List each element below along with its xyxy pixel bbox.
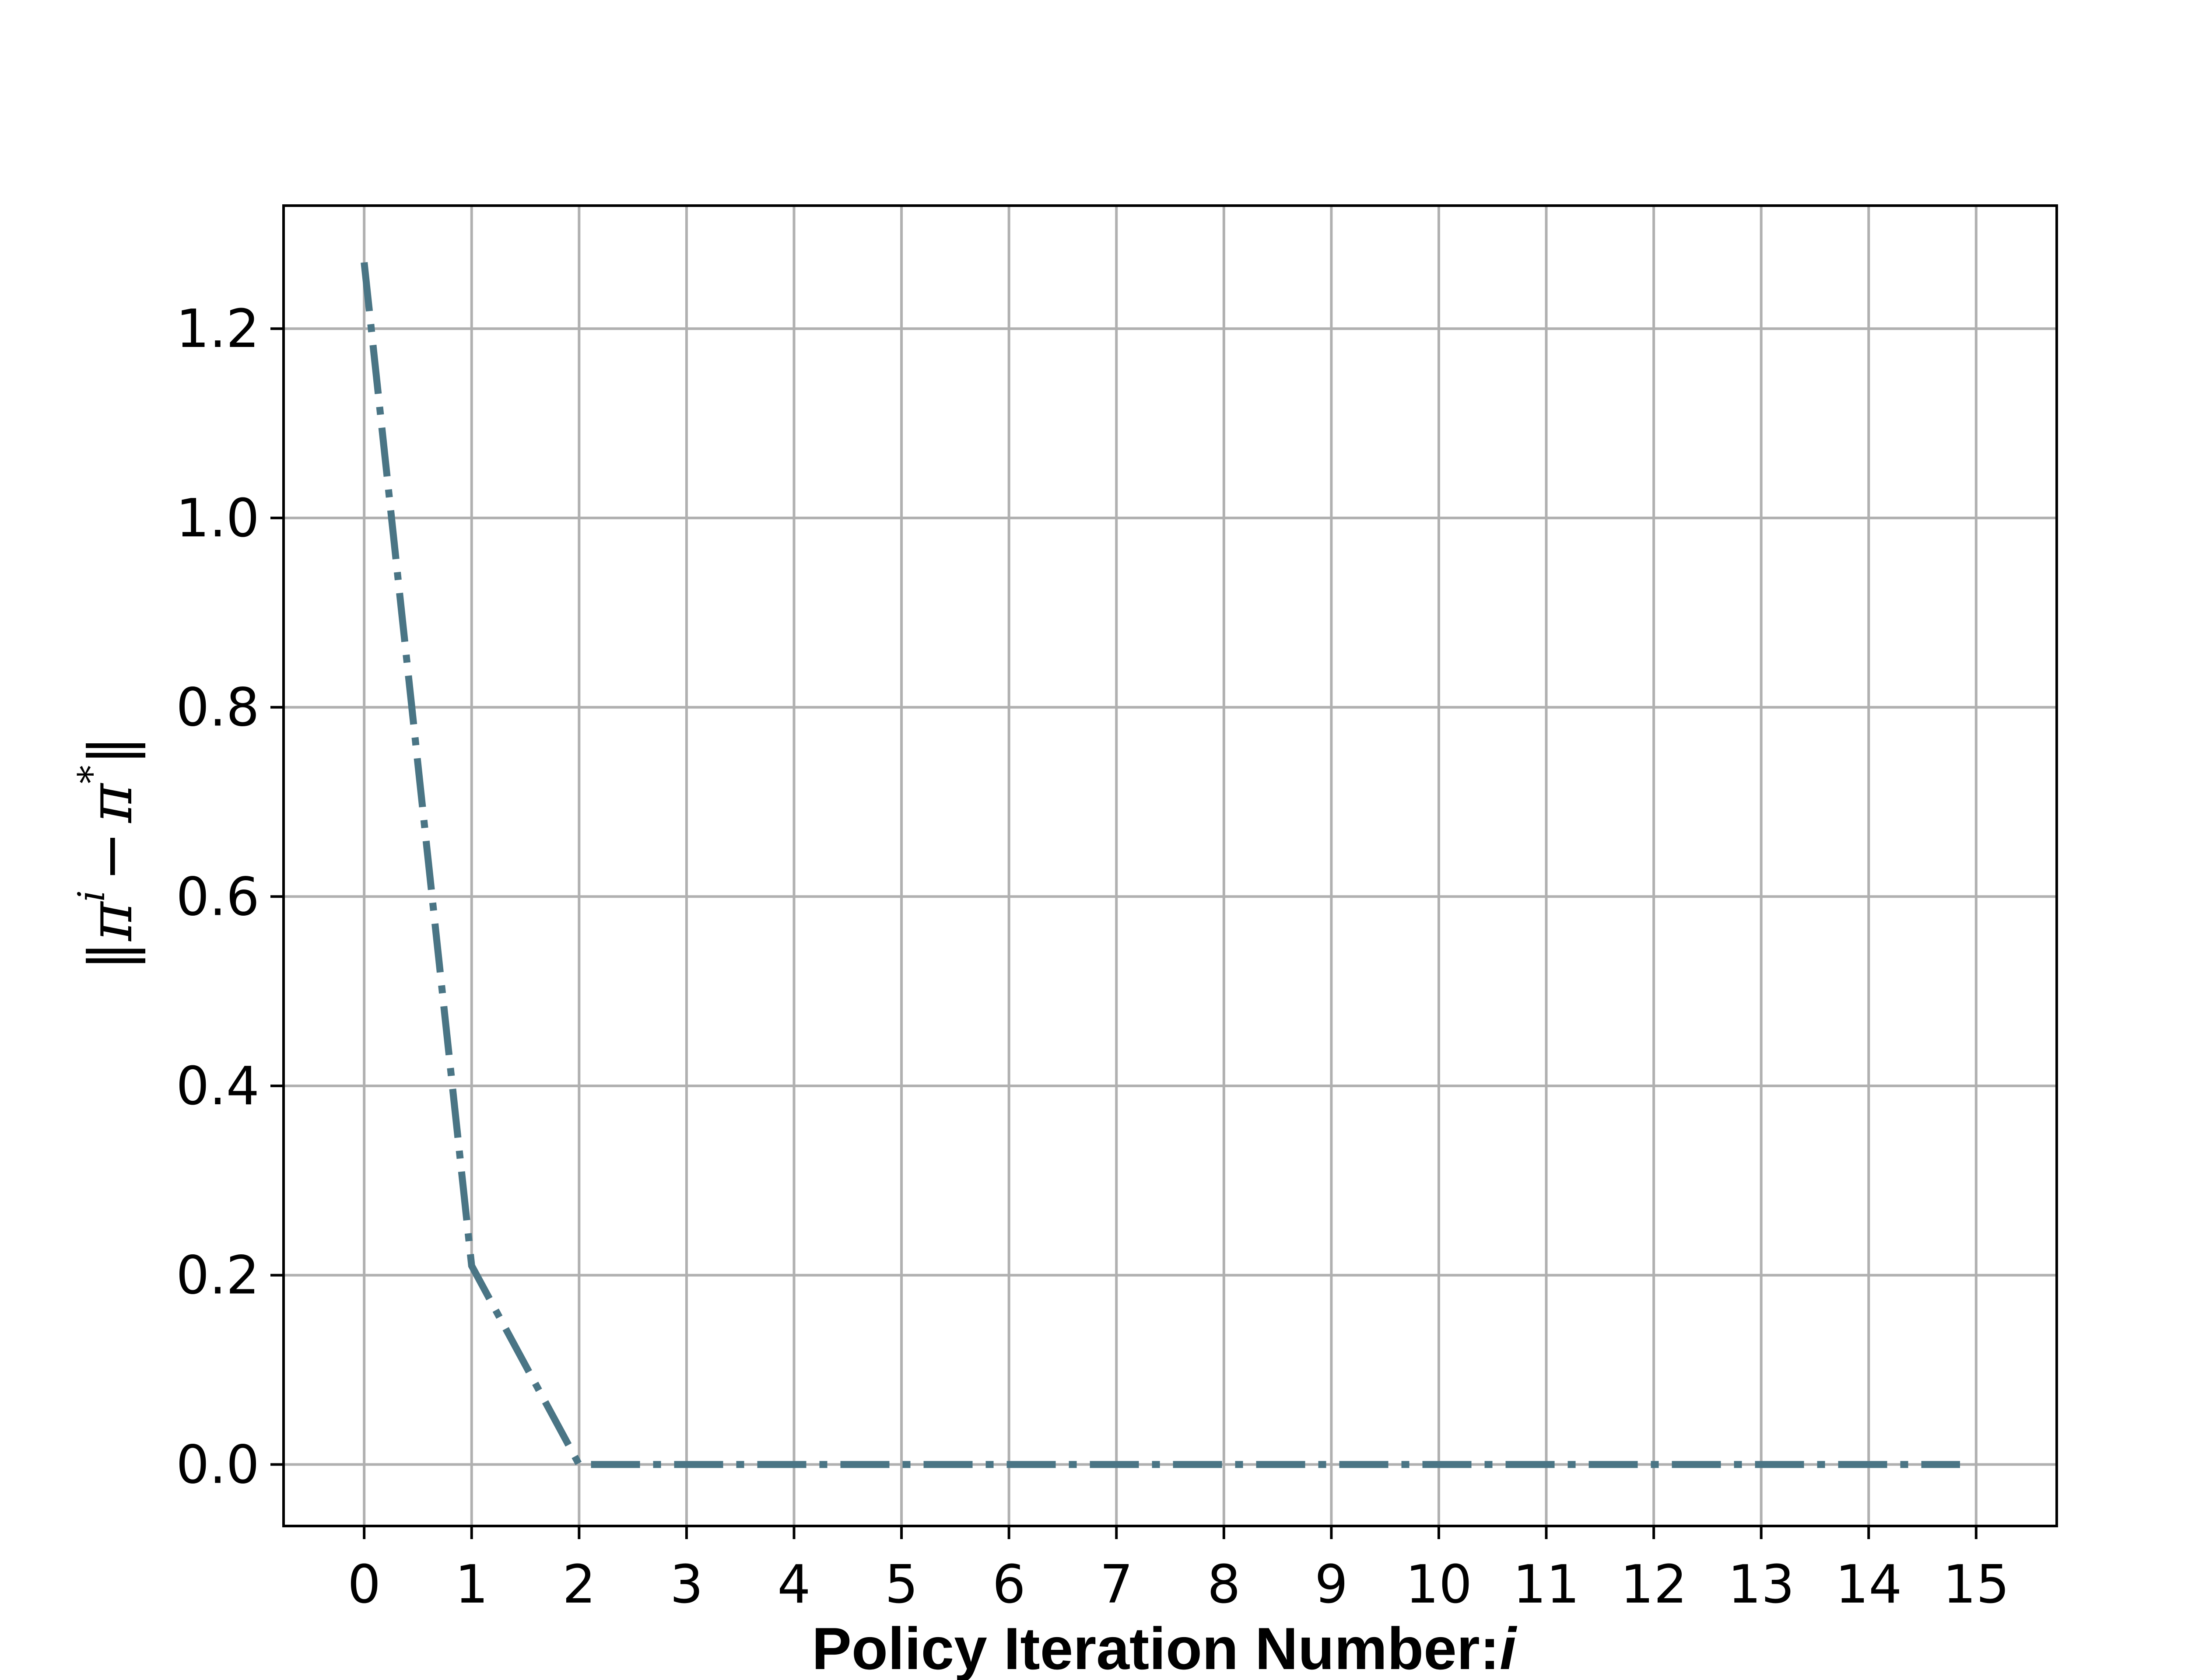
y-tick-label: 0.2 <box>176 1246 259 1306</box>
x-tick-label: 13 <box>1728 1554 1795 1615</box>
x-axis-title-variable: i <box>1500 1615 1518 1680</box>
x-tick-label: 9 <box>1315 1554 1348 1615</box>
x-tick-label: 1 <box>455 1554 488 1615</box>
x-axis: 0 1 2 3 4 5 6 7 8 9 10 11 12 13 14 15 <box>347 1526 2009 1615</box>
x-tick-label: 12 <box>1620 1554 1687 1615</box>
x-tick-label: 14 <box>1835 1554 1902 1615</box>
x-tick-label: 2 <box>562 1554 596 1615</box>
x-tick-label: 11 <box>1513 1554 1580 1615</box>
x-tick-label: 0 <box>347 1554 381 1615</box>
y-axis-title: ‖πi−π*‖ <box>70 735 146 971</box>
y-title-pi-star: π <box>77 783 146 824</box>
x-tick-label: 15 <box>1943 1554 2009 1615</box>
plot-frame <box>282 204 2058 1527</box>
y-title-superscript-star: * <box>70 765 113 784</box>
y-title-superscript-i: i <box>70 890 113 902</box>
y-title-open-norm: ‖ <box>77 941 146 971</box>
y-title-close-norm: ‖ <box>77 735 146 765</box>
series-line <box>361 262 1960 1468</box>
x-tick-label: 5 <box>885 1554 918 1615</box>
y-title-minus: − <box>77 832 146 882</box>
x-tick-label: 7 <box>1100 1554 1133 1615</box>
y-tick-label: 0.0 <box>176 1435 259 1495</box>
y-tick-label: 0.8 <box>176 678 259 738</box>
y-tick-label: 1.2 <box>176 299 259 360</box>
y-tick-label: 0.6 <box>176 867 259 928</box>
x-tick-label: 6 <box>992 1554 1025 1615</box>
y-tick-label: 1.0 <box>176 488 259 549</box>
x-axis-title: Policy Iteration Number:i <box>812 1615 1518 1680</box>
grid <box>284 206 2057 1526</box>
x-tick-label: 3 <box>670 1554 703 1615</box>
y-axis: 0.0 0.2 0.4 0.6 0.8 1.0 1.2 <box>176 299 284 1495</box>
x-tick-label: 4 <box>777 1554 810 1615</box>
y-tick-label: 0.4 <box>176 1056 259 1117</box>
y-title-pi: π <box>77 901 146 942</box>
x-axis-title-text: Policy Iteration Number: <box>812 1615 1500 1680</box>
series-layer <box>361 262 1960 1468</box>
x-tick-label: 8 <box>1207 1554 1241 1615</box>
x-tick-label: 10 <box>1406 1554 1473 1615</box>
